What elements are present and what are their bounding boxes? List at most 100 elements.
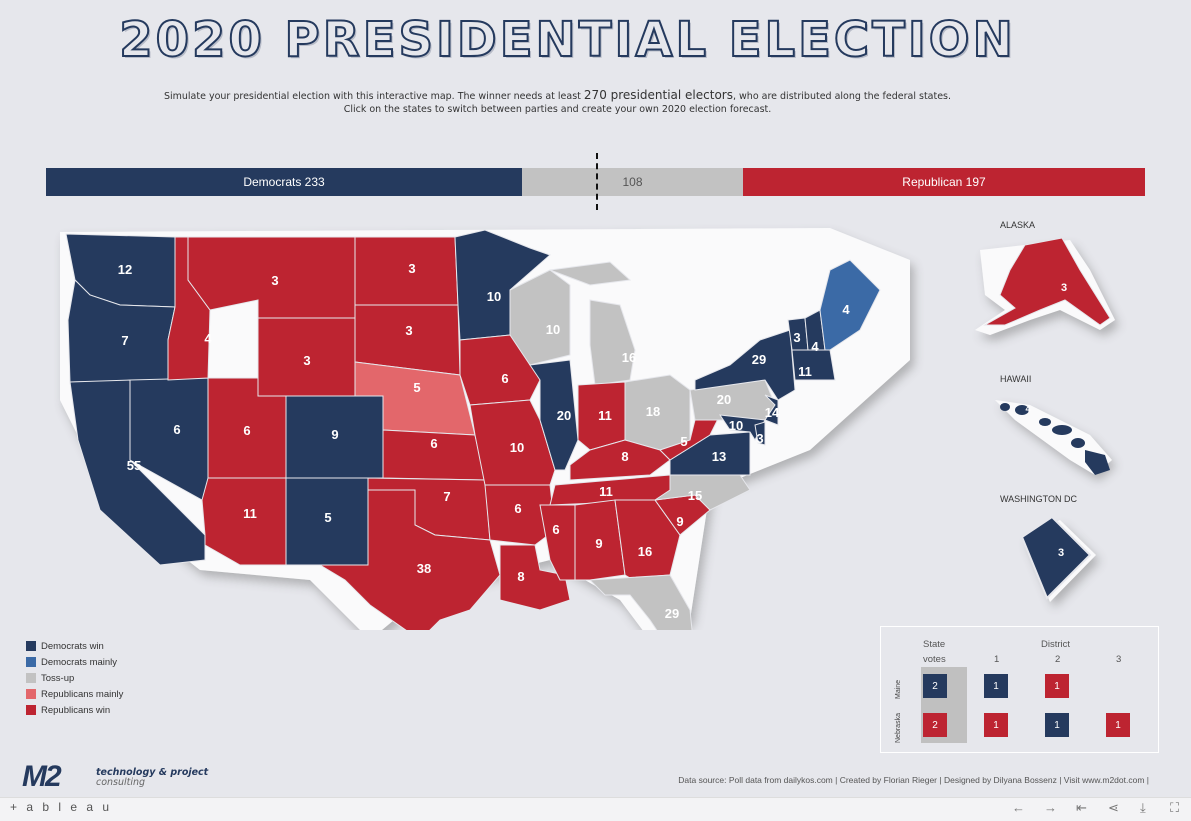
state-ak[interactable] bbox=[983, 237, 1111, 326]
state-dc[interactable] bbox=[1020, 515, 1092, 600]
nebraska-state-votes[interactable]: 2 bbox=[923, 713, 947, 737]
state-nm-label: 5 bbox=[324, 510, 331, 525]
state-fl[interactable] bbox=[588, 574, 695, 630]
state-vt-label: 3 bbox=[793, 330, 800, 345]
state-tn-label: 11 bbox=[599, 484, 613, 499]
tableau-logo[interactable]: + a b l e a u bbox=[10, 800, 113, 814]
maine-state-votes[interactable]: 2 bbox=[923, 674, 947, 698]
legend-swatch bbox=[26, 641, 36, 651]
district-col-1: 1 bbox=[994, 654, 1000, 665]
subtitle-line-2: Click on the states to switch between pa… bbox=[343, 104, 772, 115]
state-ga-label: 16 bbox=[638, 544, 652, 559]
state-ma-label: 11 bbox=[798, 364, 812, 379]
legend-swatch bbox=[26, 705, 36, 715]
state-ky-label: 8 bbox=[621, 449, 628, 464]
state-wa-label: 12 bbox=[118, 262, 132, 277]
state-mo[interactable] bbox=[469, 399, 556, 486]
state-az-label: 11 bbox=[243, 506, 257, 521]
democrats-total-bar[interactable]: Democrats 233 bbox=[46, 168, 522, 196]
state-header: State bbox=[923, 639, 946, 650]
state-nc[interactable] bbox=[654, 474, 751, 511]
state-la-label: 8 bbox=[517, 569, 524, 584]
legend-label: Toss-up bbox=[41, 672, 75, 684]
district-header: District bbox=[1041, 639, 1071, 650]
alaska-label: ALASKA bbox=[1000, 220, 1036, 230]
district-col-3: 3 bbox=[1116, 654, 1122, 665]
district-table: State votes District 1 2 3 Maine Nebrask… bbox=[880, 626, 1159, 753]
state-ok-label: 7 bbox=[443, 489, 450, 504]
legend-label: Democrats mainly bbox=[41, 656, 118, 668]
district-col-2: 2 bbox=[1055, 654, 1061, 665]
legend-label: Republicans win bbox=[41, 704, 111, 716]
download-icon[interactable]: ⤓ bbox=[1140, 800, 1146, 815]
state-mt-label: 3 bbox=[271, 273, 278, 288]
legend-swatch bbox=[26, 689, 36, 699]
tableau-toolbar: + a b l e a u ← → ⇤ ⋖ ⤓ ⛶ bbox=[0, 797, 1191, 821]
hawaii-shadow bbox=[995, 400, 1112, 475]
state-tx[interactable] bbox=[318, 489, 501, 630]
state-ms-label: 6 bbox=[552, 522, 559, 537]
state-mo-label: 10 bbox=[510, 440, 524, 455]
logo-line-1: technology & project bbox=[96, 767, 209, 778]
state-sd-label: 3 bbox=[405, 323, 412, 338]
state-mn-label: 10 bbox=[487, 289, 501, 304]
state-ar-label: 6 bbox=[514, 501, 521, 516]
state-ma[interactable] bbox=[791, 349, 836, 381]
nebraska-district-2[interactable]: 1 bbox=[1045, 713, 1069, 737]
subtitle-text: Simulate your presidential election with… bbox=[163, 91, 584, 102]
legend-item: Republicans win bbox=[26, 702, 123, 718]
back-icon[interactable]: ← bbox=[1012, 800, 1025, 815]
state-me-label: 4 bbox=[842, 302, 850, 317]
legend-item: Toss-up bbox=[26, 670, 123, 686]
state-hi[interactable] bbox=[1000, 403, 1110, 475]
state-sc-label: 9 bbox=[676, 514, 683, 529]
logo-text: technology & project consulting bbox=[96, 768, 208, 788]
nebraska-district-1[interactable]: 1 bbox=[984, 713, 1008, 737]
state-tx-label: 38 bbox=[417, 561, 431, 576]
forward-icon[interactable]: → bbox=[1044, 800, 1057, 815]
state-ca-label: 55 bbox=[127, 458, 141, 473]
fullscreen-icon[interactable]: ⛶ bbox=[1170, 800, 1180, 815]
legend-swatch bbox=[26, 673, 36, 683]
state-ak-label: 3 bbox=[1061, 282, 1067, 294]
state-il[interactable] bbox=[529, 359, 579, 471]
legend-swatch bbox=[26, 657, 36, 667]
revert-icon[interactable]: ⇤ bbox=[1076, 800, 1087, 815]
legend-label: Democrats win bbox=[41, 640, 104, 652]
state-ut-label: 6 bbox=[243, 423, 250, 438]
state-oh-label: 18 bbox=[646, 404, 660, 419]
state-me[interactable] bbox=[819, 259, 881, 351]
state-de[interactable] bbox=[754, 421, 766, 446]
legend-label: Republicans mainly bbox=[41, 688, 124, 700]
votes-header: votes bbox=[923, 654, 946, 665]
republicans-total-bar[interactable]: Republican 197 bbox=[743, 168, 1145, 196]
state-mi[interactable] bbox=[549, 261, 636, 386]
state-md-label: 10 bbox=[729, 418, 743, 433]
state-va-label: 13 bbox=[712, 449, 726, 464]
legend-item: Democrats win bbox=[26, 638, 123, 654]
state-al[interactable] bbox=[574, 499, 626, 581]
share-icon[interactable]: ⋖ bbox=[1108, 800, 1119, 815]
state-md[interactable] bbox=[718, 414, 766, 442]
state-nd[interactable] bbox=[354, 236, 459, 306]
legend-item: Democrats mainly bbox=[26, 654, 123, 670]
maine-district-1[interactable]: 1 bbox=[984, 674, 1008, 698]
maine-district-2[interactable]: 1 bbox=[1045, 674, 1069, 698]
state-ar[interactable] bbox=[484, 484, 556, 546]
tossup-total-bar[interactable]: 108 bbox=[522, 168, 743, 196]
nebraska-district-3[interactable]: 1 bbox=[1106, 713, 1130, 737]
m2-logo[interactable]: M2 technology & project consulting bbox=[22, 760, 208, 794]
state-al-label: 9 bbox=[595, 536, 602, 551]
state-wi-label: 10 bbox=[546, 322, 560, 337]
state-nj[interactable] bbox=[764, 394, 779, 426]
state-pa-label: 20 bbox=[717, 392, 731, 407]
state-ny-label: 29 bbox=[752, 352, 766, 367]
state-ms[interactable] bbox=[539, 504, 576, 581]
state-in-label: 11 bbox=[598, 408, 612, 423]
state-ny[interactable] bbox=[694, 329, 796, 401]
state-ne-label: 5 bbox=[413, 380, 420, 395]
subtitle-line-1: Simulate your presidential election with… bbox=[0, 88, 1115, 102]
state-nd-label: 3 bbox=[408, 261, 415, 276]
state-nh-label: 4 bbox=[811, 339, 819, 354]
state-la[interactable] bbox=[499, 544, 571, 611]
